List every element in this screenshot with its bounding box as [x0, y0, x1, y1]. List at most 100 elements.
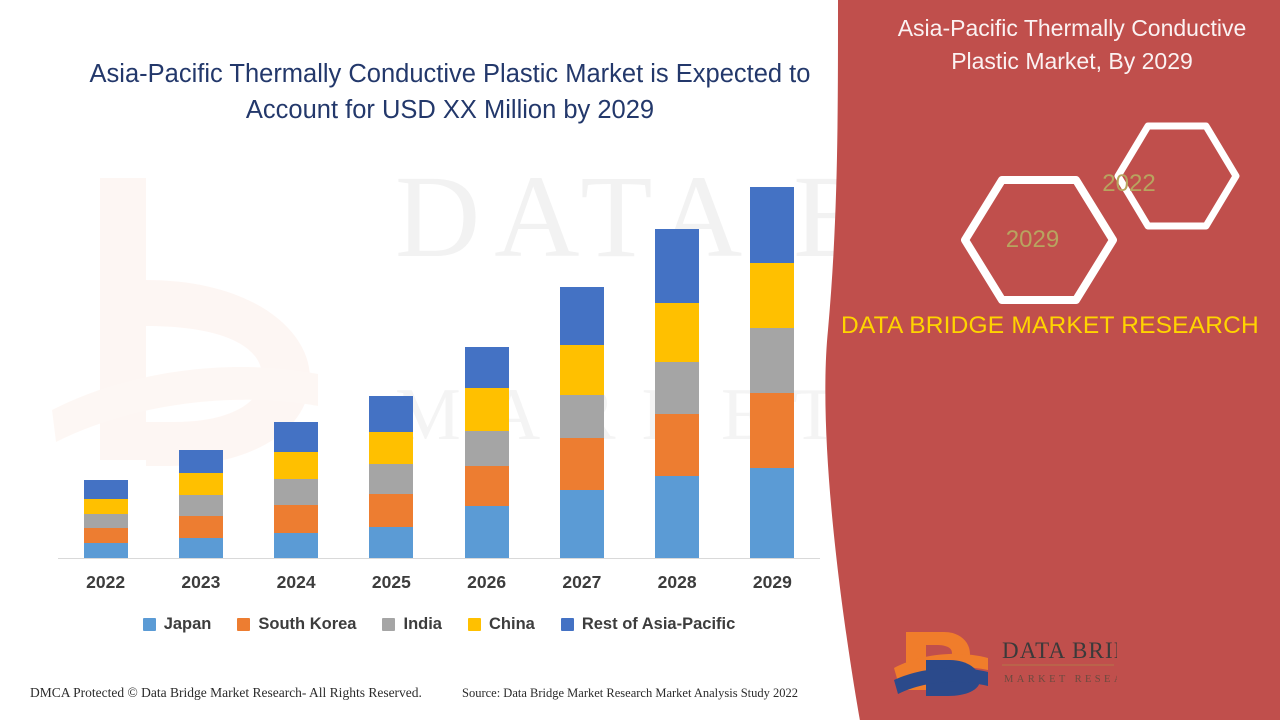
- legend-item[interactable]: South Korea: [237, 615, 356, 634]
- bar-segment: [559, 395, 604, 439]
- legend-swatch-icon: [142, 618, 156, 631]
- bar-segment: [83, 499, 128, 515]
- legend-label: India: [403, 615, 442, 633]
- legend-label: South Korea: [258, 615, 357, 633]
- bar-segment: [655, 476, 700, 559]
- bar-segment: [369, 464, 414, 495]
- x-axis-tick-label: 2028: [657, 572, 697, 592]
- x-axis-tick-label: 2023: [181, 572, 221, 592]
- bar-segment: [178, 473, 223, 496]
- x-axis-labels: 2022 2023 2024 2025 2026 2027 2028 2029: [58, 572, 820, 593]
- legend-item[interactable]: Japan: [142, 615, 212, 634]
- stacked-bar: [655, 228, 700, 559]
- brand-name: DATA BRIDGE MARKET RESEARCH: [841, 312, 1259, 339]
- x-axis-tick-label: 2026: [467, 572, 507, 592]
- bar-segment: [750, 327, 795, 394]
- legend-label: China: [489, 615, 535, 633]
- stacked-bar: [274, 422, 319, 559]
- bar-group: [58, 160, 820, 559]
- bar-segment: [655, 361, 700, 415]
- bar-segment: [83, 514, 128, 529]
- copyright-text: DMCA Protected © Data Bridge Market Rese…: [30, 685, 422, 700]
- bar-segment: [750, 186, 795, 263]
- bar-segment: [559, 344, 604, 396]
- stacked-bar: [83, 480, 128, 559]
- bar-segment: [464, 388, 509, 432]
- legend-swatch-icon: [560, 618, 574, 631]
- bar-segment: [559, 490, 604, 559]
- bar-segment: [369, 396, 414, 433]
- bar-segment: [655, 414, 700, 477]
- bar-segment: [274, 505, 319, 534]
- legend-swatch-icon: [382, 618, 396, 631]
- bar-segment: [655, 228, 700, 303]
- bar-segment: [274, 422, 319, 453]
- chart-title: Asia-Pacific Thermally Conductive Plasti…: [89, 60, 811, 125]
- bar-segment: [655, 302, 700, 362]
- bar-segment: [274, 533, 319, 559]
- red-panel-shape: [825, 0, 1280, 720]
- chart-plot-area: [58, 160, 820, 559]
- bar-column: [249, 160, 344, 559]
- data-bridge-logo: DATA BRIDGE MARKET RESEARCH: [892, 624, 1164, 698]
- legend-label: Rest of Asia-Pacific: [581, 615, 736, 633]
- chart-legend: Japan South Korea India China Rest of Asia-P…: [58, 615, 820, 634]
- x-axis-tick-label: 2027: [562, 572, 602, 592]
- bar-column: [344, 160, 439, 559]
- bar-column: [534, 160, 629, 559]
- bar-segment: [559, 438, 604, 491]
- bar-segment: [559, 286, 604, 345]
- hexagon-badges: 2029 2022: [960, 118, 1270, 308]
- hexagon-outline-icon: [961, 122, 1240, 304]
- stacked-bar: [464, 346, 509, 559]
- bar-segment: [464, 466, 509, 507]
- legend-swatch-icon: [237, 618, 251, 631]
- bar-segment: [464, 431, 509, 467]
- bar-segment: [178, 516, 223, 539]
- bar-segment: [274, 452, 319, 480]
- stacked-bar: [559, 286, 604, 559]
- bar-segment: [750, 468, 795, 559]
- bar-column: [630, 160, 725, 559]
- x-axis-tick-label: 2025: [371, 572, 411, 592]
- svg-text:DATA BRIDGE: DATA BRIDGE: [1002, 638, 1117, 663]
- x-axis-tick-label: 2022: [86, 572, 126, 592]
- right-red-panel: Asia-Pacific Thermally Conductive Plasti…: [820, 0, 1280, 720]
- bar-column: [725, 160, 820, 559]
- stacked-bar: [178, 450, 223, 559]
- bar-segment: [750, 393, 795, 469]
- x-axis-tick-label: 2029: [752, 572, 792, 592]
- bar-segment: [369, 432, 414, 465]
- bar-segment: [464, 506, 509, 559]
- stacked-bar: [369, 396, 414, 559]
- source-text: Source: Data Bridge Market Research Mark…: [462, 686, 799, 700]
- bar-segment: [178, 538, 223, 559]
- hex-badge-year-2029: 2029: [1005, 226, 1060, 253]
- bar-segment: [83, 528, 128, 544]
- bar-column: [58, 160, 153, 559]
- bar-segment: [464, 346, 509, 389]
- legend-label: Japan: [163, 615, 212, 633]
- bar-segment: [369, 494, 414, 528]
- data-bridge-logo-icon: DATA BRIDGE MARKET RESEARCH: [894, 632, 1164, 696]
- bar-segment: [83, 480, 128, 500]
- panel-title: Asia-Pacific Thermally Conductive Plasti…: [897, 15, 1247, 75]
- x-axis-tick-label: 2024: [276, 572, 316, 592]
- x-axis-line: [58, 558, 820, 559]
- legend-item[interactable]: India: [382, 615, 442, 634]
- bar-column: [439, 160, 534, 559]
- bar-column: [153, 160, 248, 559]
- stacked-bar: [750, 186, 795, 559]
- bar-segment: [274, 479, 319, 506]
- bar-segment: [369, 527, 414, 559]
- bar-segment: [83, 543, 128, 559]
- bar-segment: [178, 495, 223, 517]
- legend-swatch-icon: [468, 618, 481, 631]
- bar-segment: [178, 450, 223, 474]
- bar-segment: [750, 262, 795, 328]
- svg-text:MARKET RESEARCH: MARKET RESEARCH: [1004, 674, 1117, 685]
- hex-badge-year-2022: 2022: [1102, 170, 1156, 197]
- legend-item[interactable]: Rest of Asia-Pacific: [560, 615, 736, 634]
- legend-item[interactable]: China: [468, 615, 535, 634]
